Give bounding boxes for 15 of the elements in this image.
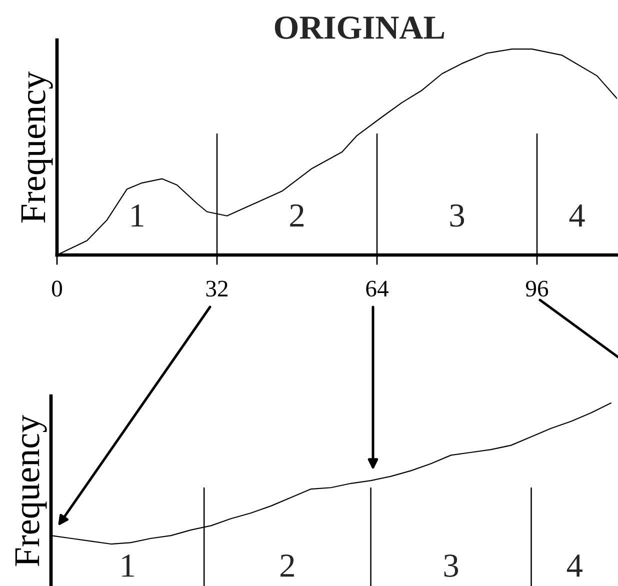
text: 2 xyxy=(280,554,294,577)
x-tick-label: 64 xyxy=(366,280,388,297)
y-axis-title: Frequency xyxy=(21,71,53,223)
text: 4 xyxy=(566,554,582,577)
annotation: 2 xyxy=(290,204,304,226)
x-tick-label: 0 xyxy=(52,280,62,297)
text: 1 xyxy=(122,554,134,577)
x-tick-label: 96 xyxy=(526,280,548,297)
x-tick-label: 32 xyxy=(206,280,228,297)
text: 3 xyxy=(444,554,458,577)
y-axis-title: Frequency xyxy=(15,414,47,566)
annotation: 4 xyxy=(569,204,585,226)
annotation: 1 xyxy=(132,204,144,226)
annotation: 3 xyxy=(450,204,464,227)
chart-title: ORIGINAL xyxy=(274,16,444,39)
